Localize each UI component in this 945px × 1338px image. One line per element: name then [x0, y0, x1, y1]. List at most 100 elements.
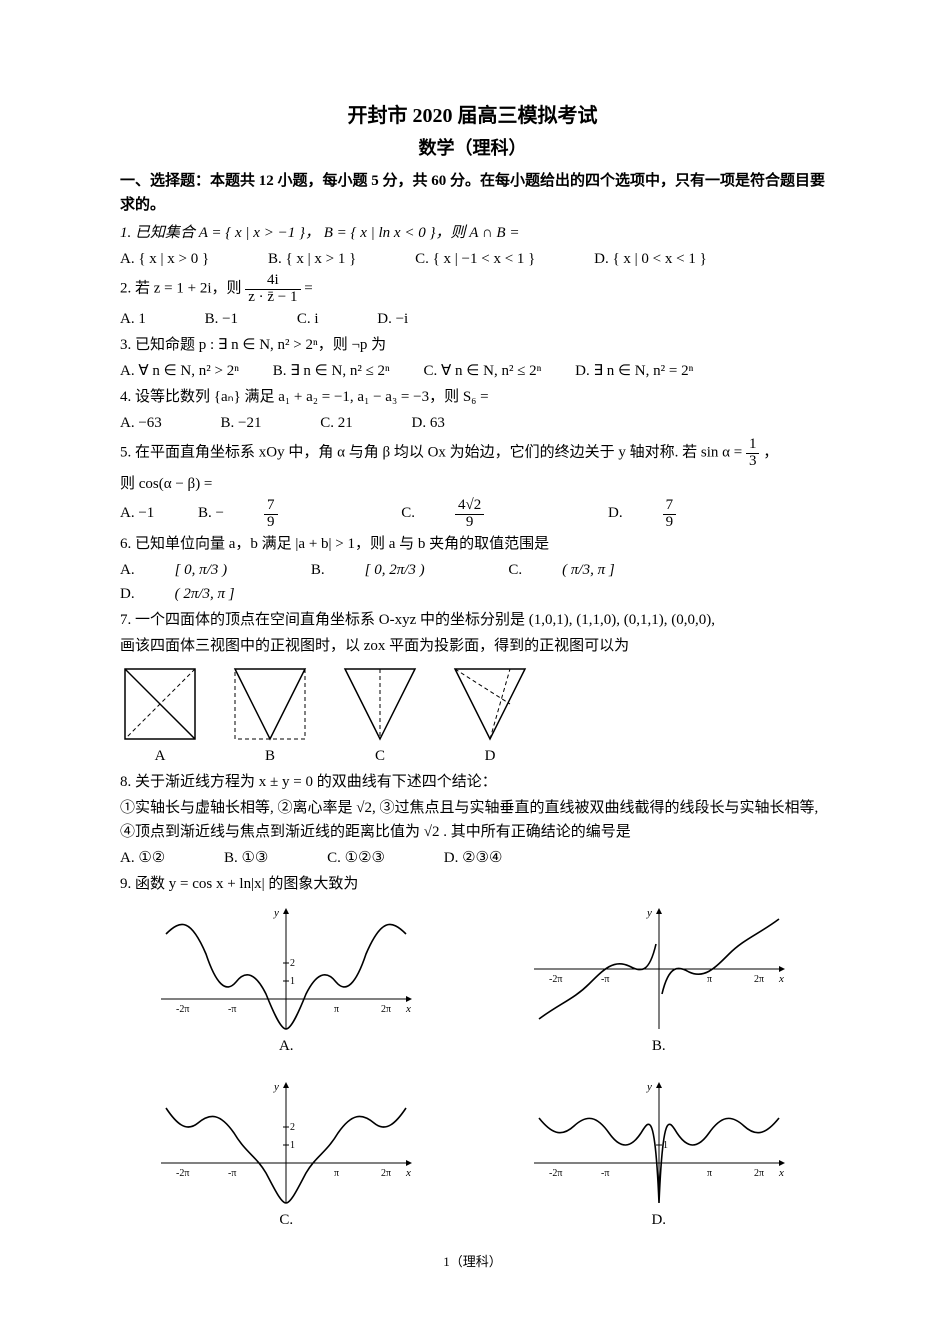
q7-diag-d: D: [450, 664, 530, 768]
svg-text:2π: 2π: [754, 974, 764, 985]
svg-text:-2π: -2π: [549, 974, 562, 985]
q5-line2: 则 cos(α − β) =: [120, 472, 825, 496]
q6-stem: 6. 已知单位向量 a，b 满足 |a + b| > 1，则 a 与 b 夹角的…: [120, 532, 825, 556]
q5d-d: 9: [663, 515, 677, 531]
q9-label-b: B.: [529, 1034, 789, 1058]
doc-subtitle: 数学（理科）: [120, 134, 825, 163]
q1-opt-b: B. { x | x > 1 }: [268, 247, 356, 271]
svg-text:1: 1: [290, 976, 295, 987]
q9-graphs: x y 1 2 -2π-ππ2π A. x y -2π-ππ2π B. x y …: [120, 904, 825, 1232]
svg-text:-π: -π: [601, 974, 609, 985]
svg-text:2π: 2π: [381, 1168, 391, 1179]
q7-diagrams: A B C D: [120, 664, 825, 768]
svg-text:x: x: [778, 1167, 784, 1179]
q6-opt-a: A. [ 0, π/3 ): [120, 558, 267, 582]
q5-f1n: 1: [746, 437, 760, 454]
q9-label-c: C.: [156, 1208, 416, 1232]
svg-text:2: 2: [290, 1122, 295, 1133]
q2-opt-a: A. 1: [120, 307, 146, 331]
q4-opt-d: D. 63: [412, 411, 445, 435]
q2-opt-d: D. −i: [377, 307, 408, 331]
svg-text:y: y: [273, 907, 279, 919]
q4-stem: 4. 设等比数列 {aₙ} 满足 a₁ + a₂ = −1, a₁ − a₃ =…: [120, 385, 825, 409]
q4-opt-c: C. 21: [320, 411, 353, 435]
q8-opt-b: B. ①③: [224, 846, 268, 870]
q9-label-a: A.: [156, 1034, 416, 1058]
q3-options: A. ∀ n ∈ N, n² > 2ⁿ B. ∃ n ∈ N, n² ≤ 2ⁿ …: [120, 359, 825, 383]
q3-opt-a: A. ∀ n ∈ N, n² > 2ⁿ: [120, 359, 239, 383]
q5-pre: 5. 在平面直角坐标系 xOy 中，角 α 与角 β 均以 Ox 为始边，它们的…: [120, 445, 746, 461]
q5-post: ，: [763, 445, 778, 461]
q4-opt-a: A. −63: [120, 411, 162, 435]
q5-opt-b: B. − 79: [198, 498, 357, 531]
svg-text:2π: 2π: [754, 1168, 764, 1179]
svg-text:y: y: [646, 907, 652, 919]
q5c-pre: C.: [401, 501, 415, 525]
svg-text:1: 1: [290, 1140, 295, 1151]
q9-stem: 9. 函数 y = cos x + ln|x| 的图象大致为: [120, 872, 825, 896]
q9-graph-d: x y 1 -2π-ππ2π D.: [529, 1078, 789, 1232]
q8-options: A. ①② B. ①③ C. ①②③ D. ②③④: [120, 846, 825, 870]
q8-opt-a: A. ①②: [120, 846, 165, 870]
svg-text:2: 2: [290, 958, 295, 969]
q2-frac-num: 4i: [245, 273, 300, 290]
q1-stem: 1. 已知集合 A = { x | x > −1 }， B = { x | ln…: [120, 221, 825, 245]
q9-graph-c: x y 1 2 -2π-ππ2π C.: [156, 1078, 416, 1232]
q5b-pre: B. −: [198, 501, 224, 525]
q7-label-a: A: [120, 744, 200, 768]
q5c-d: 9: [455, 515, 484, 531]
q7-label-b: B: [230, 744, 310, 768]
q5b-d: 9: [264, 515, 278, 531]
q7-stem1: 7. 一个四面体的顶点在空间直角坐标系 O-xyz 中的坐标分别是 (1,0,1…: [120, 608, 825, 632]
svg-text:-2π: -2π: [176, 1004, 189, 1015]
q6b-p: B.: [311, 558, 325, 582]
q8-stem: 8. 关于渐近线方程为 x ± y = 0 的双曲线有下述四个结论：: [120, 770, 825, 794]
svg-text:x: x: [778, 973, 784, 985]
q5d-pre: D.: [608, 501, 623, 525]
svg-text:y: y: [273, 1081, 279, 1093]
q5-stem: 5. 在平面直角坐标系 xOy 中，角 α 与角 β 均以 Ox 为始边，它们的…: [120, 437, 825, 470]
q8-opt-c: C. ①②③: [327, 846, 385, 870]
q5b-n: 7: [264, 498, 278, 515]
q6-opt-d: D. ( 2π/3, π ]: [120, 582, 275, 606]
svg-text:π: π: [707, 974, 712, 985]
svg-text:π: π: [707, 1168, 712, 1179]
page-footer: 1（理科）: [120, 1252, 825, 1273]
q4-options: A. −63 B. −21 C. 21 D. 63: [120, 411, 825, 435]
svg-text:π: π: [334, 1004, 339, 1015]
q2-stem: 2. 若 z = 1 + 2i，则 4i z · z̄ − 1 =: [120, 273, 825, 306]
q4-opt-b: B. −21: [221, 411, 262, 435]
q5d-n: 7: [663, 498, 677, 515]
q2-fraction: 4i z · z̄ − 1: [245, 273, 300, 306]
svg-text:π: π: [334, 1168, 339, 1179]
section-1-heading: 一、选择题：本题共 12 小题，每小题 5 分，共 60 分。在每小题给出的四个…: [120, 169, 825, 217]
q6a-p: A.: [120, 558, 135, 582]
q2-post: =: [304, 280, 312, 296]
q6c-p: C.: [508, 558, 522, 582]
q5-options: A. −1 B. −79 C. 4√29 D. 79: [120, 498, 825, 531]
q1-opt-c: C. { x | −1 < x < 1 }: [415, 247, 535, 271]
q6-opt-b: B. [ 0, 2π/3 ): [311, 558, 465, 582]
q5-f1d: 3: [746, 454, 760, 470]
q6a-t: [ 0, π/3 ): [175, 558, 228, 582]
q7-diag-b: B: [230, 664, 310, 768]
q2-pre: 2. 若 z = 1 + 2i，则: [120, 280, 245, 296]
svg-text:x: x: [405, 1167, 411, 1179]
q5-opt-c: C. 4√29: [401, 498, 564, 531]
svg-text:-2π: -2π: [549, 1168, 562, 1179]
q6-opt-c: C. ( π/3, π ]: [508, 558, 654, 582]
q6d-t: ( 2π/3, π ]: [175, 582, 235, 606]
q2-options: A. 1 B. −1 C. i D. −i: [120, 307, 825, 331]
q6c-t: ( π/3, π ]: [562, 558, 615, 582]
q5-opt-a: A. −1: [120, 501, 154, 525]
q1-opt-a: A. { x | x > 0 }: [120, 247, 209, 271]
q2-frac-den: z · z̄ − 1: [245, 290, 300, 306]
svg-text:x: x: [405, 1003, 411, 1015]
q3-stem: 3. 已知命题 p : ∃ n ∈ N, n² > 2ⁿ，则 ¬p 为: [120, 333, 825, 357]
svg-text:2π: 2π: [381, 1004, 391, 1015]
q7-label-d: D: [450, 744, 530, 768]
q7-diag-c: C: [340, 664, 420, 768]
q9-graph-b: x y -2π -π π 2π B.: [529, 904, 789, 1058]
q2-opt-c: C. i: [297, 307, 319, 331]
q3-opt-b: B. ∃ n ∈ N, n² ≤ 2ⁿ: [273, 359, 390, 383]
